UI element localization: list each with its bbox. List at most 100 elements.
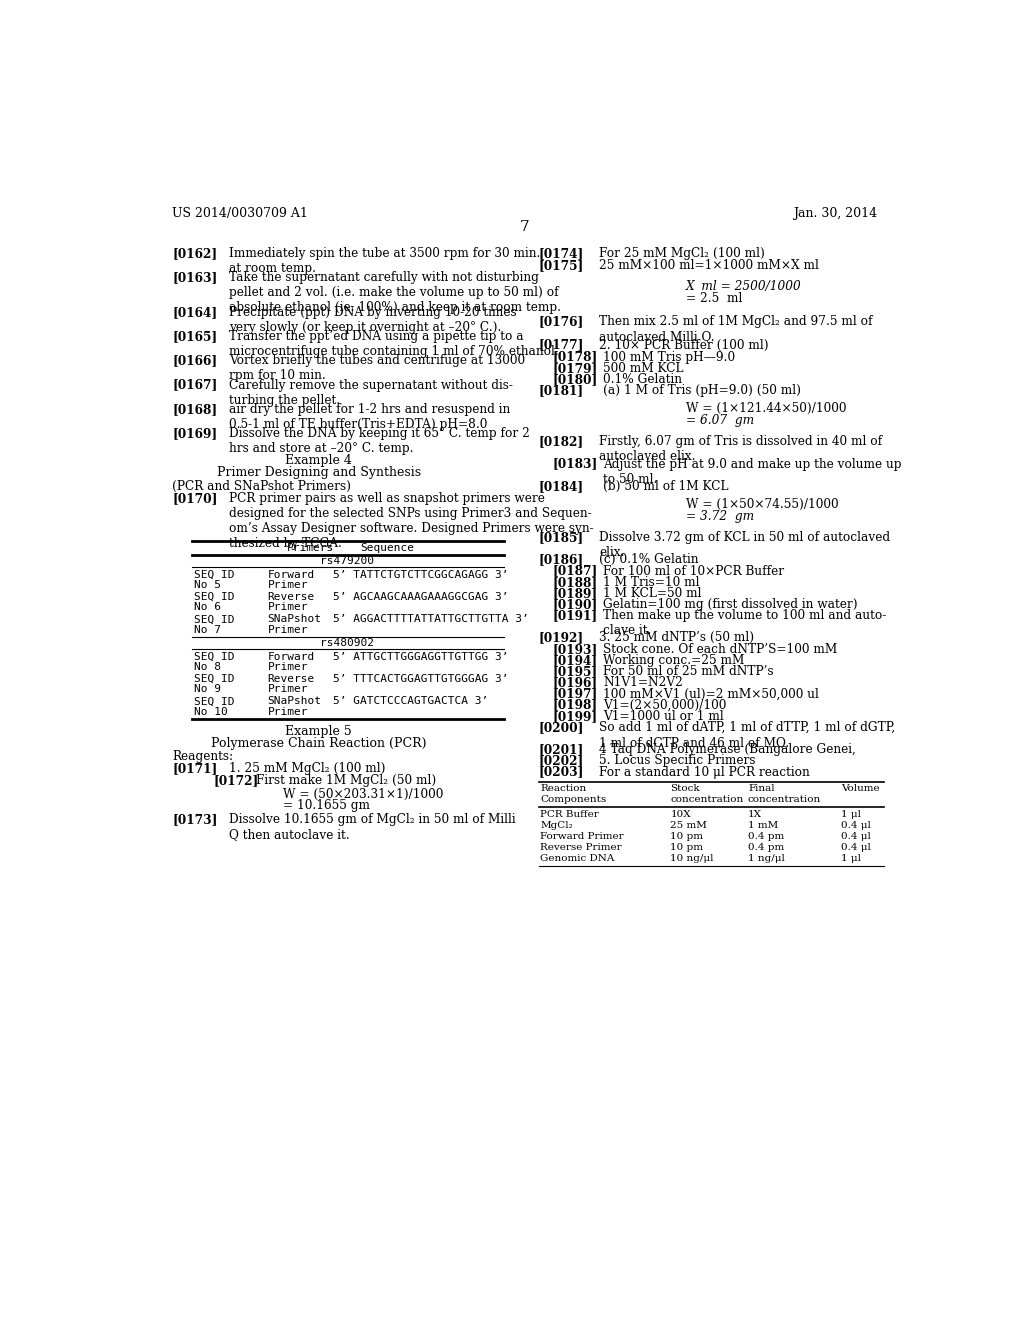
Text: Working conc.=25 mM: Working conc.=25 mM	[603, 653, 744, 667]
Text: [0192]: [0192]	[539, 631, 584, 644]
Text: Forward: Forward	[267, 570, 314, 579]
Text: SEQ ID: SEQ ID	[194, 652, 234, 661]
Text: W = (1×121.44×50)/1000: W = (1×121.44×50)/1000	[686, 403, 847, 414]
Text: Reverse: Reverse	[267, 675, 314, 684]
Text: [0173]: [0173]	[172, 813, 217, 826]
Text: [0176]: [0176]	[539, 314, 584, 327]
Text: [0179]: [0179]	[553, 362, 598, 375]
Text: 1 M KCL=50 ml: 1 M KCL=50 ml	[603, 587, 701, 599]
Text: Transfer the ppt’ed DNA using a pipette tip to a
microcentrifuge tube containing: Transfer the ppt’ed DNA using a pipette …	[228, 330, 558, 358]
Text: [0203]: [0203]	[539, 766, 584, 779]
Text: 3. 25 mM dNTP’s (50 ml): 3. 25 mM dNTP’s (50 ml)	[599, 631, 755, 644]
Text: Sequence: Sequence	[360, 544, 415, 553]
Text: [0195]: [0195]	[553, 665, 598, 678]
Text: 1 mM: 1 mM	[748, 821, 778, 830]
Text: 5’ AGCAAGCAAAGAAAGGCGAG 3’: 5’ AGCAAGCAAAGAAAGGCGAG 3’	[334, 591, 509, 602]
Text: N1V1=N2V2: N1V1=N2V2	[603, 676, 683, 689]
Text: rs480902: rs480902	[321, 638, 375, 648]
Text: Jan. 30, 2014: Jan. 30, 2014	[794, 207, 878, 220]
Text: 25 mM: 25 mM	[671, 821, 708, 830]
Text: [0177]: [0177]	[539, 339, 584, 351]
Text: [0185]: [0185]	[539, 531, 584, 544]
Text: Primer: Primer	[267, 602, 308, 612]
Text: (PCR and SNaPshot Primers): (PCR and SNaPshot Primers)	[172, 480, 351, 492]
Text: 5’ TATTCTGTCTTCGGCAGAGG 3’: 5’ TATTCTGTCTTCGGCAGAGG 3’	[334, 570, 509, 579]
Text: [0182]: [0182]	[539, 436, 584, 449]
Text: 1. 25 mM MgCl₂ (100 ml): 1. 25 mM MgCl₂ (100 ml)	[228, 762, 385, 775]
Text: [0167]: [0167]	[172, 379, 217, 392]
Text: 0.4 μl: 0.4 μl	[841, 843, 870, 853]
Text: Firstly, 6.07 gm of Tris is dissolved in 40 ml of
autoclaved elix.: Firstly, 6.07 gm of Tris is dissolved in…	[599, 436, 883, 463]
Text: [0184]: [0184]	[539, 480, 584, 492]
Text: 100 mM Tris pH—9.0: 100 mM Tris pH—9.0	[603, 351, 735, 363]
Text: US 2014/0030709 A1: US 2014/0030709 A1	[172, 207, 308, 220]
Text: Dissolve 3.72 gm of KCL in 50 ml of autoclaved
elix.: Dissolve 3.72 gm of KCL in 50 ml of auto…	[599, 531, 890, 560]
Text: Adjust the pH at 9.0 and make up the volume up
to 50 ml.: Adjust the pH at 9.0 and make up the vol…	[603, 458, 901, 486]
Text: [0162]: [0162]	[172, 247, 217, 260]
Text: SEQ ID: SEQ ID	[194, 570, 234, 579]
Text: Dissolve 10.1655 gm of MgCl₂ in 50 ml of Milli
Q then autoclave it.: Dissolve 10.1655 gm of MgCl₂ in 50 ml of…	[228, 813, 515, 841]
Text: Primer: Primer	[267, 663, 308, 672]
Text: V1=(2×50,000)/100: V1=(2×50,000)/100	[603, 698, 726, 711]
Text: Primer: Primer	[267, 624, 308, 635]
Text: Reverse Primer: Reverse Primer	[541, 843, 622, 853]
Text: [0170]: [0170]	[172, 492, 217, 504]
Text: Stock
concentration: Stock concentration	[671, 784, 743, 804]
Text: 10 ng/μl: 10 ng/μl	[671, 854, 714, 863]
Text: [0183]: [0183]	[553, 458, 598, 470]
Text: Primer Designing and Synthesis: Primer Designing and Synthesis	[217, 466, 421, 479]
Text: = 2.5  ml: = 2.5 ml	[686, 292, 742, 305]
Text: [0180]: [0180]	[553, 372, 598, 385]
Text: [0188]: [0188]	[553, 576, 598, 589]
Text: = 10.1655 gm: = 10.1655 gm	[283, 800, 370, 812]
Text: SEQ ID: SEQ ID	[194, 614, 234, 624]
Text: [0200]: [0200]	[539, 721, 584, 734]
Text: SNaPshot: SNaPshot	[267, 614, 322, 624]
Text: [0196]: [0196]	[553, 676, 598, 689]
Text: No 6: No 6	[194, 602, 221, 612]
Text: 5’ TTTCACTGGAGTTGTGGGAG 3’: 5’ TTTCACTGGAGTTGTGGGAG 3’	[334, 675, 509, 684]
Text: Immediately spin the tube at 3500 rpm for 30 min.
at room temp.: Immediately spin the tube at 3500 rpm fo…	[228, 247, 540, 275]
Text: For 100 ml of 10×PCR Buffer: For 100 ml of 10×PCR Buffer	[603, 565, 784, 578]
Text: So add 1 ml of dATP, 1 ml of dTTP, 1 ml of dGTP,
1 ml of dCTP and 46 ml of MQ.: So add 1 ml of dATP, 1 ml of dTTP, 1 ml …	[599, 721, 895, 748]
Text: Forward Primer: Forward Primer	[541, 832, 624, 841]
Text: 1 ng/μl: 1 ng/μl	[748, 854, 784, 863]
Text: No 10: No 10	[194, 706, 227, 717]
Text: X  ml = 2500/1000: X ml = 2500/1000	[686, 280, 802, 293]
Text: Precipitate (ppt) DNA by inverting 10-20 times
very slowly (or keep it overnight: Precipitate (ppt) DNA by inverting 10-20…	[228, 306, 516, 334]
Text: 0.4 μl: 0.4 μl	[841, 832, 870, 841]
Text: Forward: Forward	[267, 652, 314, 661]
Text: [0169]: [0169]	[172, 428, 217, 440]
Text: Primer: Primer	[267, 684, 308, 694]
Text: 10 pm: 10 pm	[671, 832, 703, 841]
Text: No 9: No 9	[194, 684, 221, 694]
Text: For a standard 10 μl PCR reaction: For a standard 10 μl PCR reaction	[599, 766, 810, 779]
Text: Gelatin=100 mg (first dissolved in water): Gelatin=100 mg (first dissolved in water…	[603, 598, 858, 611]
Text: [0202]: [0202]	[539, 755, 584, 767]
Text: [0189]: [0189]	[553, 587, 598, 599]
Text: [0166]: [0166]	[172, 354, 217, 367]
Text: 100 mM×V1 (ul)=2 mM×50,000 ul: 100 mM×V1 (ul)=2 mM×50,000 ul	[603, 688, 819, 701]
Text: 7: 7	[520, 220, 529, 234]
Text: Vortex briefly the tubes and centrifuge at 13000
rpm for 10 min.: Vortex briefly the tubes and centrifuge …	[228, 354, 525, 383]
Text: 10X: 10X	[671, 810, 691, 818]
Text: Volume: Volume	[841, 784, 880, 793]
Text: Primers: Primers	[287, 544, 334, 553]
Text: W = (1×50×74.55)/1000: W = (1×50×74.55)/1000	[686, 498, 839, 511]
Text: [0165]: [0165]	[172, 330, 217, 343]
Text: No 5: No 5	[194, 579, 221, 590]
Text: 1 μl: 1 μl	[841, 810, 861, 818]
Text: [0201]: [0201]	[539, 743, 584, 756]
Text: Example 5: Example 5	[286, 725, 352, 738]
Text: = 6.07  gm: = 6.07 gm	[686, 414, 754, 428]
Text: V1=1000 ul or 1 ml: V1=1000 ul or 1 ml	[603, 710, 724, 723]
Text: 5’ ATTGCTTGGGAGGTTGTTGG 3’: 5’ ATTGCTTGGGAGGTTGTTGG 3’	[334, 652, 509, 661]
Text: Primer: Primer	[267, 579, 308, 590]
Text: 0.4 pm: 0.4 pm	[748, 843, 784, 853]
Text: [0186]: [0186]	[539, 553, 584, 566]
Text: 1 μl: 1 μl	[841, 854, 861, 863]
Text: Example 4: Example 4	[286, 454, 352, 467]
Text: Reaction
Components: Reaction Components	[541, 784, 606, 804]
Text: [0199]: [0199]	[553, 710, 598, 723]
Text: Polymerase Chain Reaction (PCR): Polymerase Chain Reaction (PCR)	[211, 737, 426, 750]
